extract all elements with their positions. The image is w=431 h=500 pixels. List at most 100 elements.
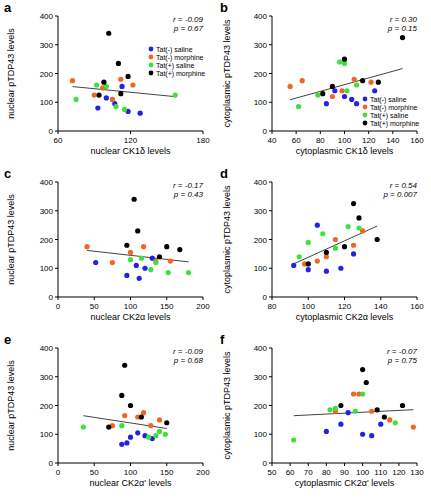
regression-line [87, 250, 189, 261]
y-tick-label: 400 [40, 344, 54, 353]
point [139, 414, 144, 419]
point [315, 92, 320, 97]
point [128, 250, 133, 255]
y-tick [55, 73, 58, 74]
point [320, 91, 325, 96]
x-tick-label: 160 [410, 302, 424, 311]
regression-line [294, 226, 377, 264]
y-tick-label: 0 [263, 459, 268, 468]
point [378, 422, 383, 427]
y-tick [55, 102, 58, 103]
x-tick [58, 297, 59, 300]
point [124, 273, 129, 278]
point [354, 101, 359, 106]
x-tick-label: 80 [322, 468, 331, 477]
point [84, 244, 89, 249]
annotation: r = 0.54 [390, 181, 418, 190]
point [306, 240, 311, 245]
point [122, 363, 127, 368]
point [164, 420, 169, 425]
x-tick [166, 297, 167, 300]
panel: b0100200300400406080100120140160cytoplas… [220, 0, 424, 156]
legend-swatch [363, 97, 368, 102]
annotation: p = 0.68 [173, 356, 204, 365]
point [122, 413, 127, 418]
point [124, 243, 129, 248]
x-tick [320, 131, 321, 134]
point [387, 417, 392, 422]
legend-label: Tat(+) saline [370, 112, 408, 120]
point [95, 105, 100, 110]
legend-label: Tat(-) morphine [156, 54, 204, 62]
legend-swatch [363, 105, 368, 110]
legend-swatch [363, 113, 368, 118]
point [382, 414, 387, 419]
y-axis-title: nuclear pTDP43 levels [6, 28, 16, 119]
point [116, 61, 121, 66]
point [337, 59, 342, 64]
y-tick-label: 200 [40, 70, 54, 79]
point [306, 261, 311, 266]
point [135, 228, 140, 233]
point [296, 104, 301, 109]
point [106, 31, 111, 36]
point [351, 201, 356, 206]
point [104, 95, 109, 100]
x-tick [58, 463, 59, 466]
point [125, 74, 130, 79]
panel-letter: d [220, 166, 228, 181]
point [400, 35, 405, 40]
x-tick [417, 131, 418, 134]
y-tick [269, 405, 272, 406]
y-tick-label: 200 [254, 236, 268, 245]
x-tick-label: 180 [196, 136, 210, 145]
legend-swatch [149, 47, 154, 52]
y-tick [55, 348, 58, 349]
x-tick-label: 100 [124, 468, 138, 477]
y-tick [269, 376, 272, 377]
point [330, 84, 335, 89]
point [93, 260, 98, 265]
y-tick-label: 300 [254, 41, 268, 50]
point [137, 276, 142, 281]
point [360, 78, 365, 83]
y-tick [55, 210, 58, 211]
x-axis-title: nuclear CK1δ levels [90, 146, 171, 156]
point [81, 424, 86, 429]
annotation: r = -0.09 [173, 15, 204, 24]
point [369, 433, 374, 438]
x-tick [130, 131, 131, 134]
x-tick-label: 130 [410, 468, 424, 477]
point [342, 244, 347, 249]
y-tick [55, 182, 58, 183]
point [134, 263, 139, 268]
point [128, 257, 133, 262]
annotation: r = 0.30 [390, 15, 418, 24]
x-tick-label: 70 [304, 468, 313, 477]
plot-area [291, 367, 416, 443]
point [411, 424, 416, 429]
x-tick [272, 297, 273, 300]
x-tick [362, 463, 363, 466]
point [70, 78, 75, 83]
point [96, 92, 101, 97]
panel: e0100200300400050100150200nuclear CK2α' … [4, 332, 210, 488]
point [186, 270, 191, 275]
point [320, 231, 325, 236]
x-axis-title: nuclear CK2α levels [90, 312, 171, 322]
point [333, 237, 338, 242]
x-tick [308, 463, 309, 466]
panel-letter: b [220, 0, 228, 15]
x-tick-label: 100 [356, 468, 370, 477]
x-tick-label: 120 [124, 136, 138, 145]
y-tick-label: 300 [254, 207, 268, 216]
annotation: p = 0.15 [387, 24, 418, 33]
y-axis-title: nuclear pTDP43 levels [6, 360, 16, 451]
point [124, 440, 129, 445]
point [338, 266, 343, 271]
x-tick-label: 90 [340, 468, 349, 477]
legend-swatch [363, 121, 368, 126]
figure: a010020030040060120180nuclear CK1δ level… [0, 0, 431, 500]
point [300, 78, 305, 83]
point [173, 92, 178, 97]
